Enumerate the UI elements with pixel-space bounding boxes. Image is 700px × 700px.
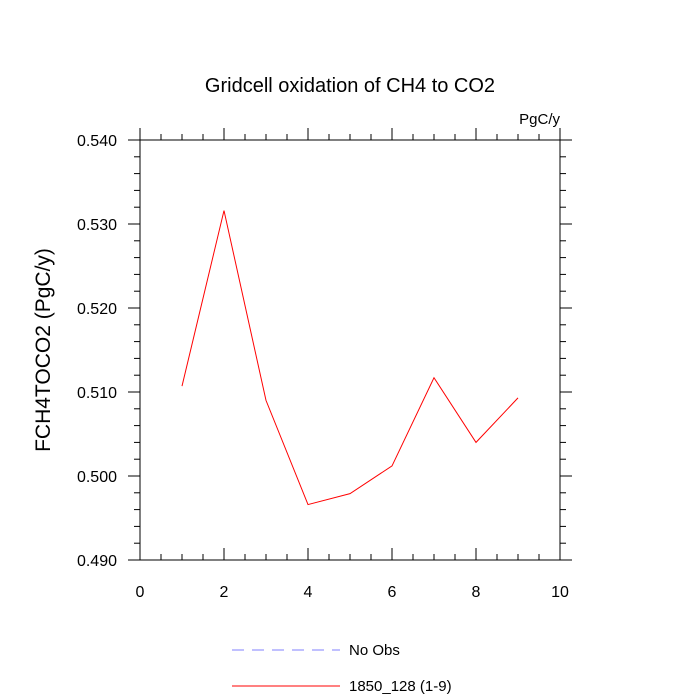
x-tick-label: 0	[136, 584, 145, 601]
y-tick-label: 0.540	[77, 133, 117, 150]
units-label: PgC/y	[519, 111, 560, 128]
legend-label: 1850_128 (1-9)	[349, 678, 452, 695]
y-tick-label: 0.500	[77, 469, 117, 486]
x-tick-labels: 0 2 4 6 8 10	[136, 584, 569, 601]
y-tick-label: 0.530	[77, 217, 117, 234]
x-tick-label: 6	[388, 584, 397, 601]
chart-title: Gridcell oxidation of CH4 to CO2	[205, 75, 495, 97]
series-line	[181, 210, 519, 506]
x-tick-label: 10	[551, 584, 569, 601]
x-tick-label: 8	[472, 584, 481, 601]
axis-ticks	[128, 128, 572, 561]
x-tick-label: 2	[220, 584, 229, 601]
y-tick-labels: 0.490 0.500 0.510 0.520 0.530 0.540	[77, 133, 117, 570]
y-tick-label: 0.490	[77, 553, 117, 570]
legend: No Obs 1850_128 (1-9)	[232, 642, 452, 695]
plot-frame	[139, 139, 561, 561]
series-layer	[181, 210, 519, 506]
legend-label: No Obs	[349, 642, 400, 659]
y-tick-label: 0.520	[77, 301, 117, 318]
y-tick-label: 0.510	[77, 385, 117, 402]
x-tick-label: 4	[304, 584, 313, 601]
y-axis-label: FCH4TOCO2 (PgC/y)	[32, 248, 55, 452]
